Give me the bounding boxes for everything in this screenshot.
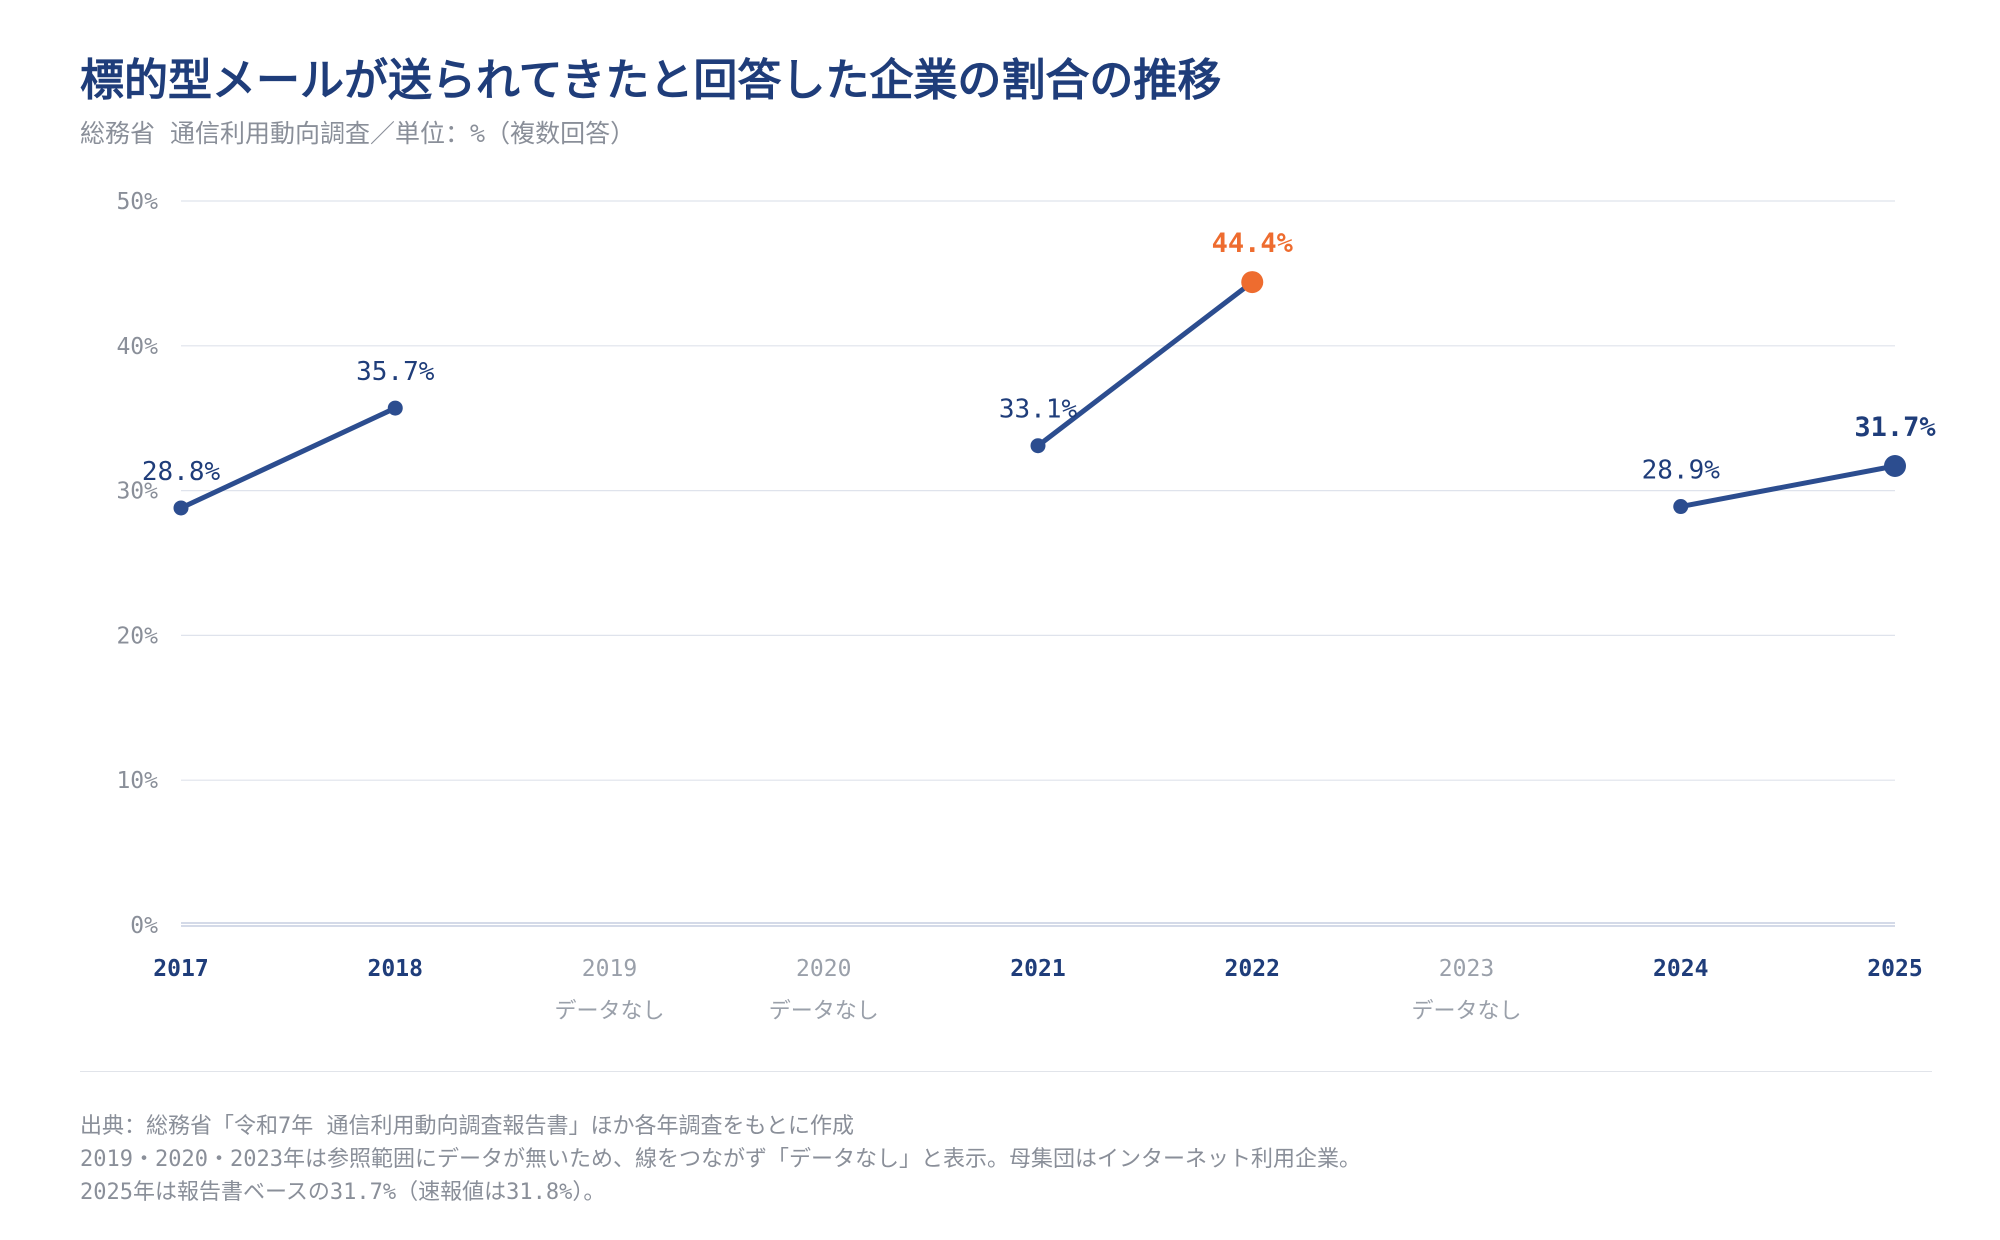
- data-label: 28.9%: [1642, 456, 1721, 486]
- data-labels: 28.8% 35.7% 33.1% 44.4% 28.9% 31.7%: [142, 228, 1937, 487]
- x-tick-label: 2023: [1439, 956, 1494, 982]
- chart-title: 標的型メールが送られてきたと回答した企業の割合の推移: [80, 55, 1222, 106]
- source-note: 出典：総務省「令和7年 通信利用動向調査報告書」ほか各年調査をもとに作成: [80, 1114, 855, 1139]
- y-tick-label: 10%: [116, 768, 158, 794]
- no-data-label: データなし: [554, 999, 664, 1024]
- no-data-label: データなし: [1411, 999, 1521, 1024]
- data-point: [387, 400, 403, 416]
- data-label: 28.8%: [142, 457, 221, 487]
- x-tick-label: 2018: [368, 956, 423, 982]
- x-tick-label: 2024: [1653, 956, 1708, 982]
- preliminary-note: 2025年は報告書ベースの31.7%（速報値は31.8%）。: [80, 1180, 606, 1205]
- x-axis: 2017 2018 2019 データなし 2020 データなし 2021 2022 2023 デー…: [153, 956, 1922, 1024]
- data-point: [173, 500, 189, 516]
- no-data-note: 2019・2020・2023年は参照範囲にデータが無いため、線をつながず「データ…: [80, 1147, 1361, 1172]
- y-tick-label: 30%: [116, 479, 158, 505]
- x-tick-label: 2022: [1225, 956, 1280, 982]
- gridlines: [181, 200, 1895, 927]
- x-tick-label: 2019: [582, 956, 637, 982]
- series-line-segment: [178, 405, 398, 511]
- chart-subtitle: 総務省 通信利用動向調査／単位：%（複数回答）: [80, 119, 636, 148]
- data-point: [1673, 499, 1689, 515]
- x-tick-label: 2020: [796, 956, 851, 982]
- x-tick-label: 2025: [1867, 956, 1922, 982]
- series-lines: [178, 279, 1898, 511]
- line-chart: 0% 10% 20% 30% 40% 50% 2017 2018 2019 データなし 2020 デ…: [116, 189, 1937, 1024]
- data-label: 35.7%: [356, 357, 435, 387]
- series-line-segment: [1035, 279, 1255, 449]
- data-point: [1030, 438, 1046, 454]
- data-point: [1241, 271, 1264, 294]
- x-tick-label: 2017: [153, 956, 208, 982]
- x-tick-label: 2021: [1010, 956, 1065, 982]
- data-label: 31.7%: [1854, 412, 1936, 443]
- footer-divider: [80, 1071, 1932, 1072]
- data-point: [1884, 454, 1906, 477]
- y-tick-label: 50%: [116, 189, 158, 215]
- no-data-label: データなし: [769, 999, 879, 1024]
- y-tick-label: 40%: [116, 334, 158, 360]
- series-points: [173, 271, 1906, 516]
- data-label: 44.4%: [1212, 228, 1294, 259]
- series-line-segment: [1678, 463, 1898, 510]
- y-tick-label: 20%: [116, 623, 158, 649]
- data-label: 33.1%: [999, 395, 1078, 425]
- y-axis: 0% 10% 20% 30% 40% 50%: [116, 189, 158, 939]
- y-tick-label: 0%: [130, 913, 158, 939]
